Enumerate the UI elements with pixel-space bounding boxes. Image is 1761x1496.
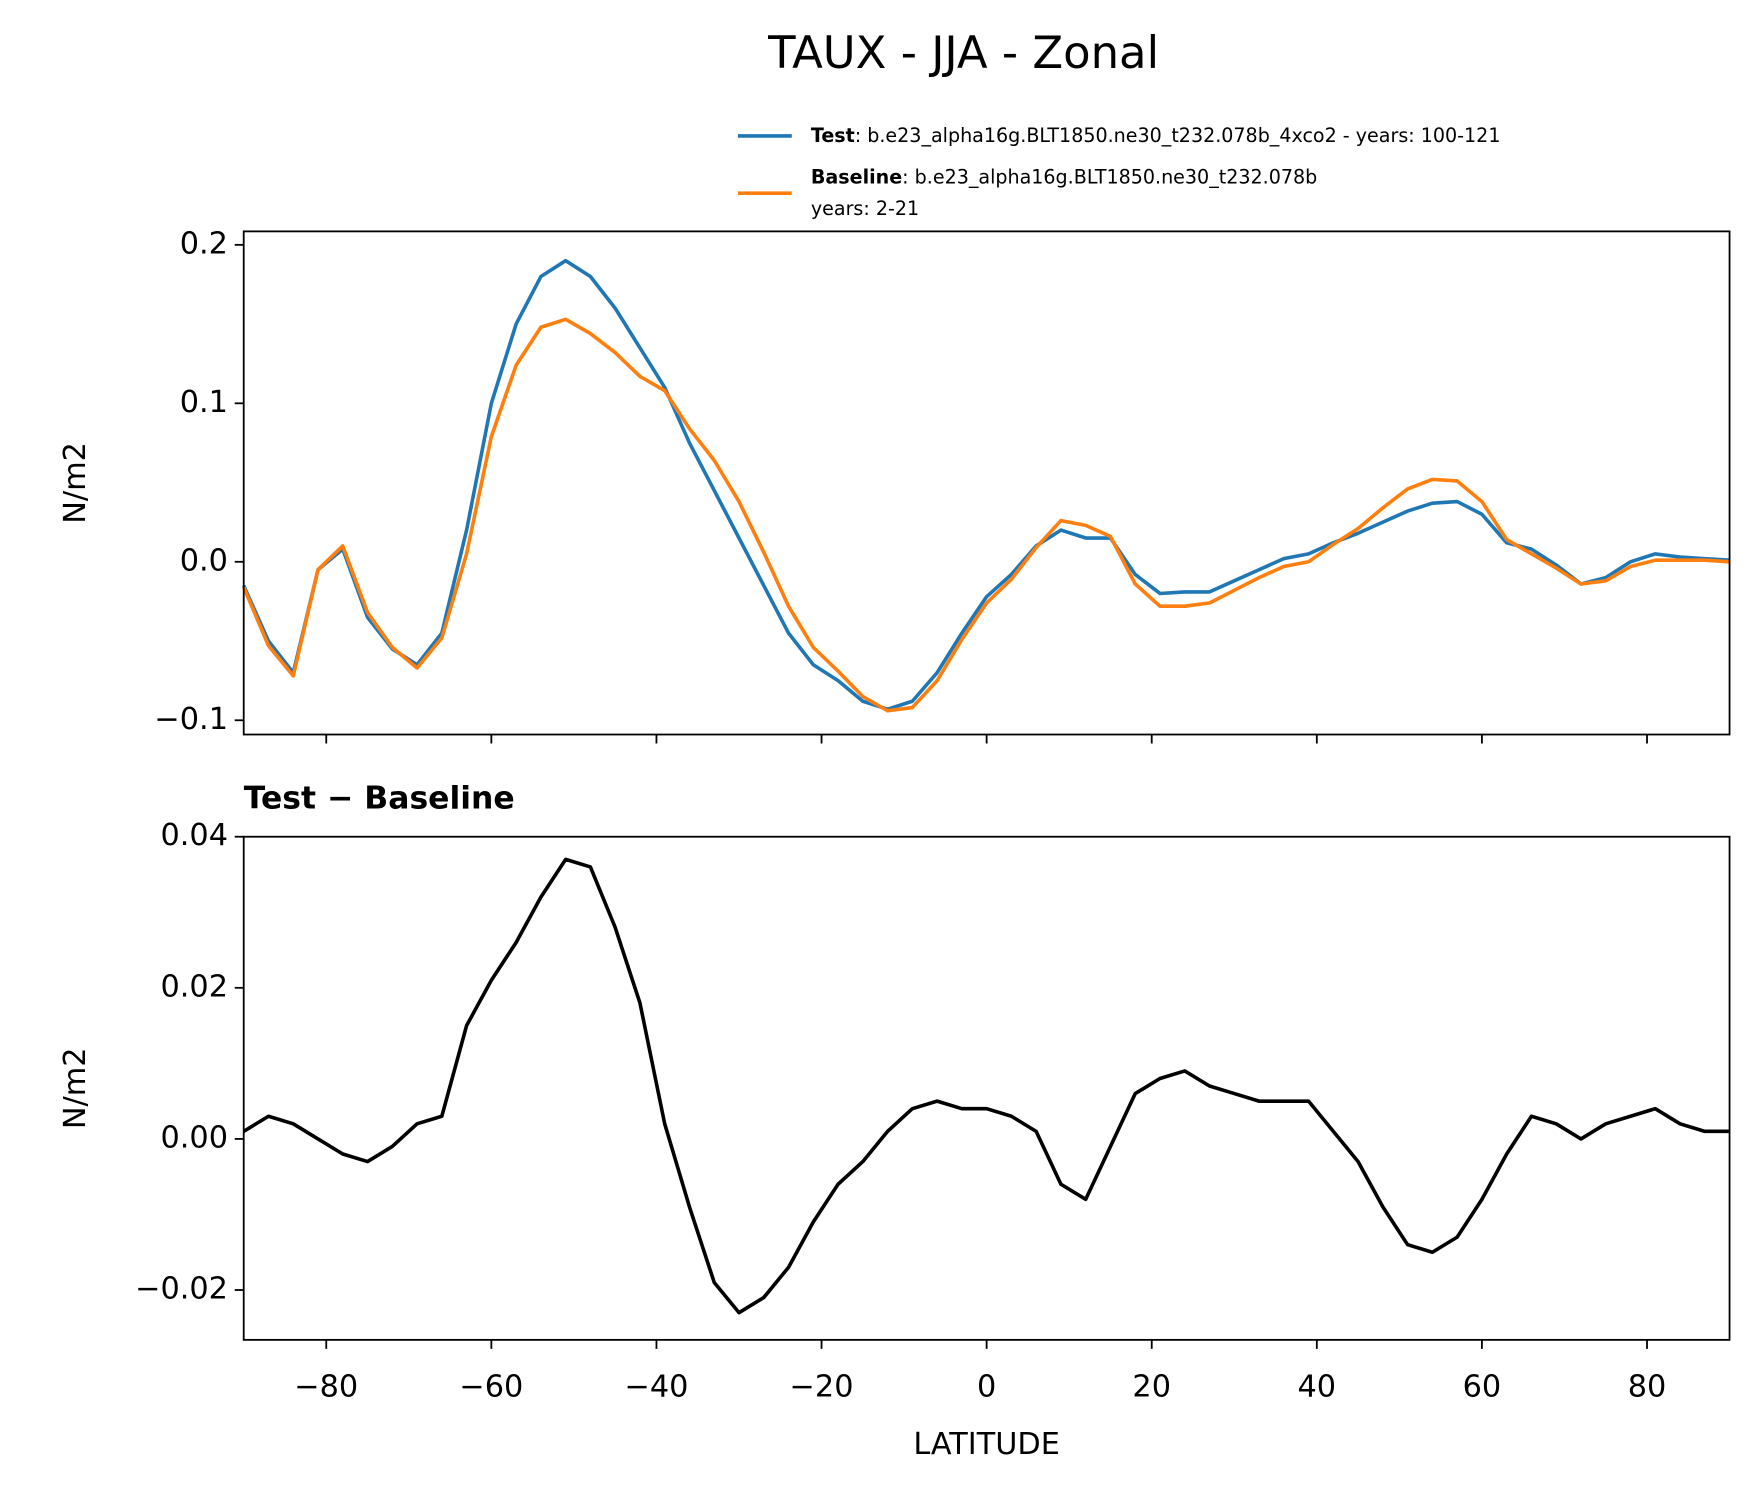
y-tick-label: −0.02 <box>135 1272 228 1307</box>
x-tick-label: −40 <box>624 1370 688 1405</box>
legend-entry: Baseline: b.e23_alpha16g.BLT1850.ne30_t2… <box>811 165 1317 188</box>
plot-frame <box>242 835 1731 1341</box>
y-tick-label: 0.02 <box>160 969 228 1004</box>
legend-name: Baseline <box>811 165 902 188</box>
x-axis-label: LATITUDE <box>913 1427 1060 1462</box>
y-tick-label: −0.1 <box>154 702 228 737</box>
legend-description: : b.e23_alpha16g.BLT1850.ne30_t232.078b <box>902 165 1317 188</box>
x-tick-label: 60 <box>1463 1370 1502 1405</box>
x-tick-label: 0 <box>977 1370 996 1405</box>
y-tick-label: 0.2 <box>180 226 228 261</box>
y-axis-label: N/m2 <box>58 442 93 524</box>
figure-title: TAUX - JJA - Zonal <box>767 26 1159 79</box>
plot-frame <box>242 230 1731 736</box>
data-line <box>242 258 1730 711</box>
x-tick-label: 40 <box>1298 1370 1337 1405</box>
y-tick-label: 0.04 <box>160 818 228 853</box>
y-axis-label: N/m2 <box>58 1047 93 1129</box>
y-tick-label: 0.0 <box>180 543 228 578</box>
x-tick-label: 80 <box>1628 1370 1667 1405</box>
legend-name: Test <box>811 123 855 146</box>
x-tick-label: −20 <box>790 1370 854 1405</box>
data-line <box>242 317 1730 713</box>
chart-title: Test − Baseline <box>244 781 515 817</box>
x-tick-label: −60 <box>459 1370 523 1405</box>
legend-entry: years: 2-21 <box>811 196 919 219</box>
y-tick-label: 0.00 <box>160 1120 228 1155</box>
x-tick-label: 20 <box>1132 1370 1171 1405</box>
legend-description: years: 2-21 <box>811 196 919 219</box>
data-line <box>242 857 1730 1315</box>
legend-entry: Test: b.e23_alpha16g.BLT1850.ne30_t232.0… <box>811 123 1501 146</box>
legend-description: : b.e23_alpha16g.BLT1850.ne30_t232.078b_… <box>855 123 1501 146</box>
x-tick-label: −80 <box>294 1370 358 1405</box>
y-tick-label: 0.1 <box>180 385 228 420</box>
